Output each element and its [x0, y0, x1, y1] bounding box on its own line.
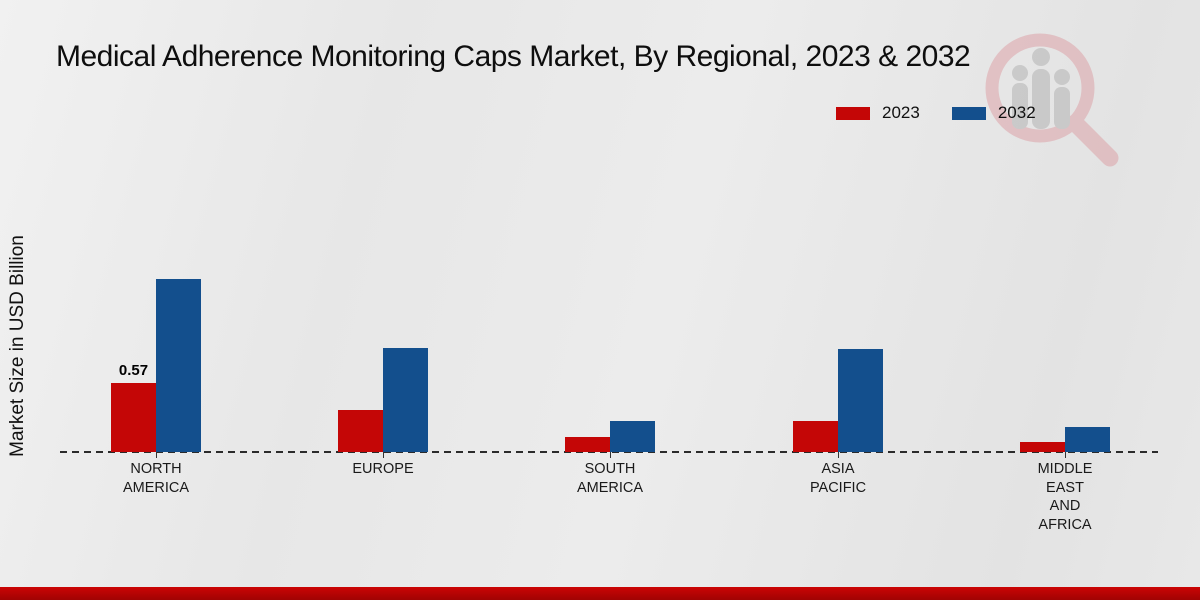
legend-item-2023: 2023: [836, 103, 920, 123]
x-axis-tick: [838, 452, 839, 458]
legend-swatch-2023: [836, 107, 870, 120]
bar-2032-middle-east-and-africa: [1065, 427, 1110, 452]
legend-swatch-2032: [952, 107, 986, 120]
category-label-middle-east-and-africa: MIDDLE EAST AND AFRICA: [1038, 460, 1093, 534]
data-label-2023: 0.57: [111, 362, 156, 379]
brand-watermark-icon: [960, 25, 1130, 175]
chart-canvas: Medical Adherence Monitoring Caps Market…: [0, 0, 1200, 600]
legend-item-2032: 2032: [952, 103, 1036, 123]
bar-2023-middle-east-and-africa: [1020, 442, 1065, 452]
legend: 2023 2032: [836, 103, 1036, 123]
bar-2032-south-america: [610, 421, 655, 452]
legend-label-2023: 2023: [882, 103, 920, 123]
x-axis-tick: [156, 452, 157, 458]
chart-title: Medical Adherence Monitoring Caps Market…: [56, 40, 970, 74]
category-label-south-america: SOUTH AMERICA: [577, 460, 643, 497]
bar-2032-north-america: [156, 279, 201, 452]
category-label-north-america: NORTH AMERICA: [123, 460, 189, 497]
x-axis-tick: [1065, 452, 1066, 458]
x-axis-tick: [610, 452, 611, 458]
bar-2023-asia-pacific: [793, 421, 838, 452]
category-label-asia-pacific: ASIA PACIFIC: [810, 460, 866, 497]
x-axis-tick: [383, 452, 384, 458]
legend-label-2032: 2032: [998, 103, 1036, 123]
bar-2023-south-america: [565, 437, 610, 452]
bar-2032-europe: [383, 348, 428, 452]
bar-2023-north-america: [111, 383, 156, 452]
bottom-accent-bar: [0, 587, 1200, 600]
y-axis-label: Market Size in USD Billion: [7, 176, 29, 516]
bar-2032-asia-pacific: [838, 349, 883, 452]
category-label-europe: EUROPE: [352, 460, 413, 479]
bar-2023-europe: [338, 410, 383, 452]
